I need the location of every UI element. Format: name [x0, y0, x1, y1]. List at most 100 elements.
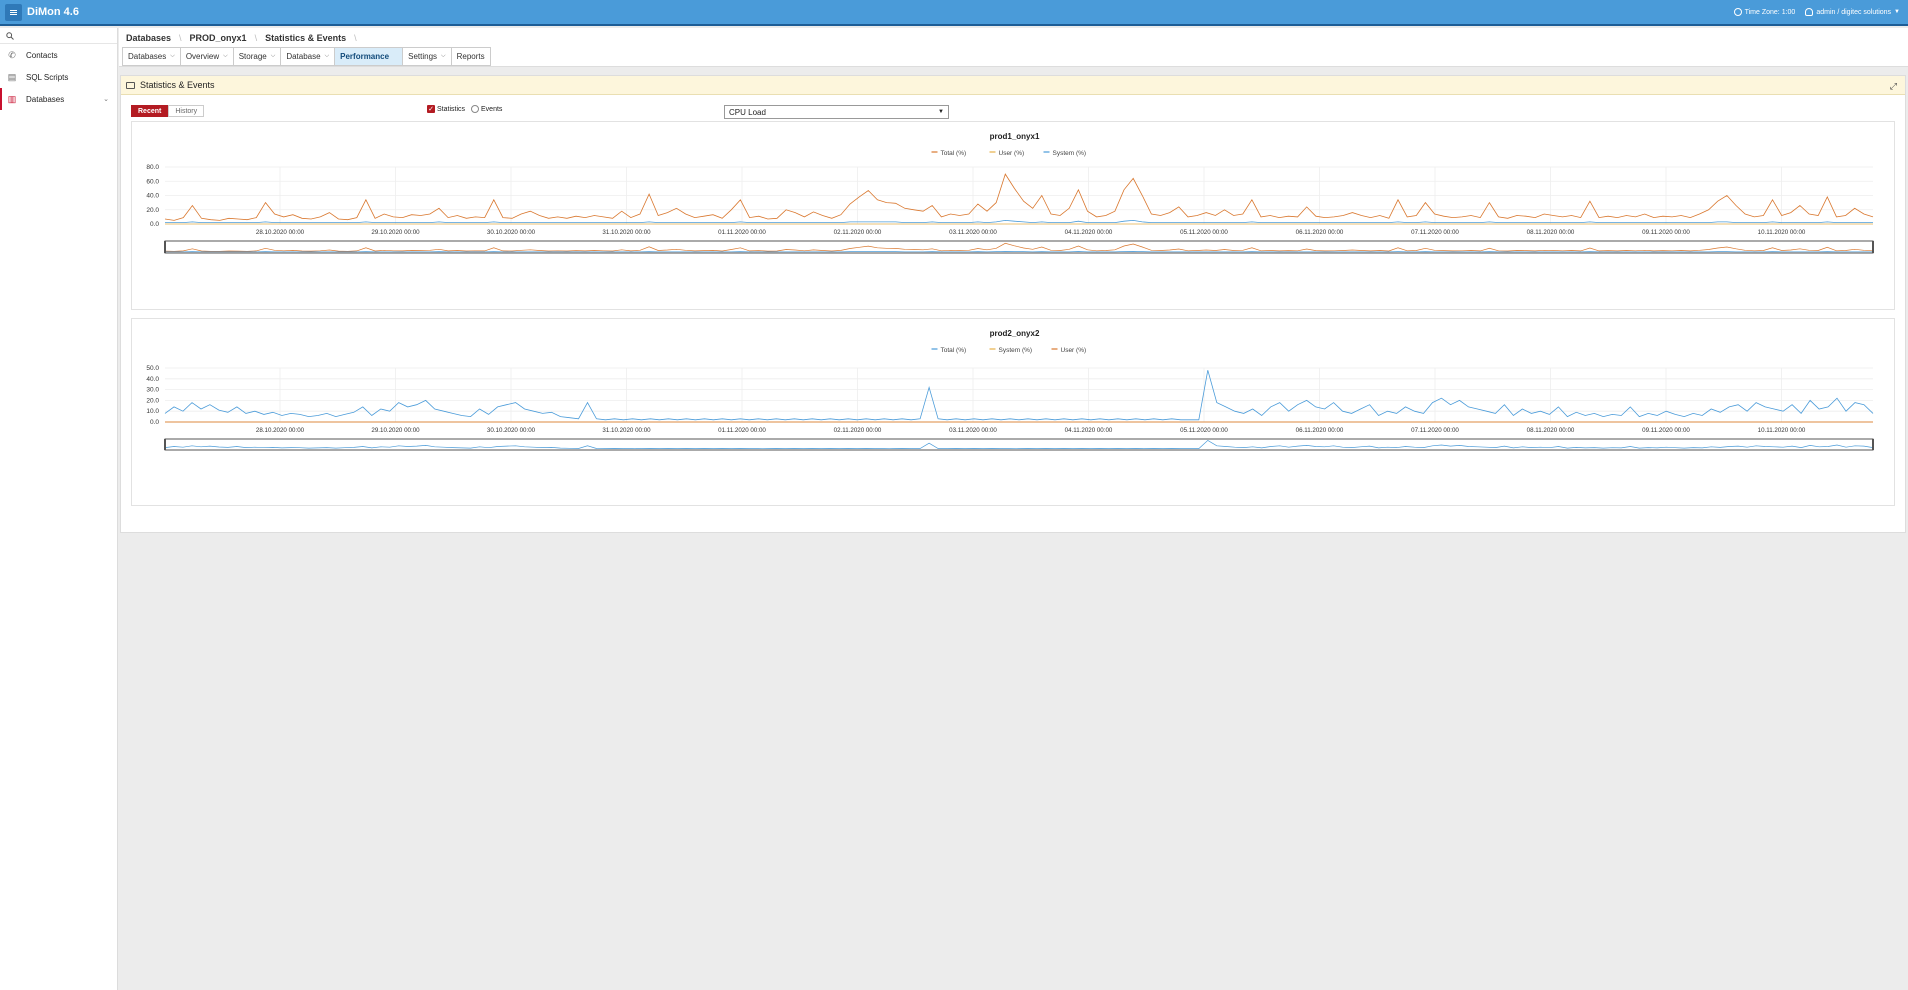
navigator-handle-right	[1872, 439, 1874, 450]
x-tick-label: 05.11.2020 00:00	[1180, 427, 1228, 434]
x-tick-label: 30.10.2020 00:00	[487, 427, 536, 434]
y-tick-label: 40.0	[146, 193, 159, 200]
history-button[interactable]: History	[168, 105, 205, 117]
sidebar-item-label: Contacts	[26, 50, 58, 60]
chevron-down-icon: ⌵	[223, 53, 228, 59]
navigator-handle-left	[164, 439, 166, 450]
expand-icon[interactable]: ⤢	[1889, 81, 1897, 91]
menu-toggle-button[interactable]	[5, 3, 22, 21]
navigator-line	[164, 439, 1874, 449]
breadcrumb-database-name[interactable]: PROD_onyx1	[189, 32, 247, 43]
user-icon	[1805, 8, 1814, 16]
phone-icon: ✆	[8, 49, 16, 60]
x-tick-label: 04.11.2020 00:00	[1065, 229, 1113, 236]
x-tick-label: 08.11.2020 00:00	[1527, 229, 1575, 236]
top-bar: DiMon 4.6 Time Zone: 1:00 admin / digite…	[0, 0, 1908, 26]
breadcrumb-separator: \	[354, 32, 357, 43]
tab-overview[interactable]: Overview ⌵	[179, 47, 233, 66]
x-tick-label: 31.10.2020 00:00	[602, 229, 651, 236]
breadcrumb-current: Statistics & Events	[265, 32, 347, 43]
tab-performance[interactable]: Performance	[334, 47, 403, 66]
x-tick-label: 05.11.2020 00:00	[1180, 229, 1228, 236]
legend-item: User (%)	[1061, 347, 1087, 354]
tab-database[interactable]: Database ⌵	[280, 47, 335, 66]
sidebar-item-sql-scripts[interactable]: ▤ SQL Scripts	[0, 66, 117, 88]
series-line	[165, 219, 1873, 224]
breadcrumb: Databases \ PROD_onyx1 \ Statistics & Ev…	[119, 28, 1908, 47]
tab-label: Storage	[238, 52, 267, 61]
chevron-down-icon: ⌵	[170, 53, 175, 59]
legend-item: Total (%)	[941, 150, 967, 157]
breadcrumb-separator: \	[179, 32, 182, 43]
app-title: DiMon 4.6	[27, 6, 79, 18]
legend-item: System (%)	[1053, 150, 1087, 157]
x-tick-label: 03.11.2020 00:00	[949, 229, 997, 236]
x-tick-label: 01.11.2020 00:00	[718, 427, 766, 434]
chevron-down-icon: ⌵	[270, 53, 276, 59]
x-tick-label: 02.11.2020 00:00	[834, 427, 882, 434]
x-tick-label: 06.11.2020 00:00	[1296, 229, 1344, 236]
breadcrumb-separator: \	[254, 32, 258, 43]
data-type-checkboxes: ✓ Statistics Events	[427, 105, 502, 113]
tab-storage[interactable]: Storage ⌵	[232, 47, 281, 66]
chevron-down-icon: ⌵	[324, 53, 330, 59]
y-tick-label: 0.0	[150, 419, 159, 426]
tab-label: Settings	[408, 52, 438, 61]
statistics-label: Statistics	[437, 105, 466, 113]
timezone-label: Time Zone: 1:00	[1744, 8, 1796, 16]
breadcrumb-databases[interactable]: Databases	[126, 32, 172, 43]
metric-select[interactable]: CPU Load ▼	[724, 105, 949, 119]
x-tick-label: 29.10.2020 00:00	[371, 229, 420, 236]
sidebar-item-label: SQL Scripts	[26, 72, 69, 82]
y-tick-label: 0.0	[150, 221, 159, 228]
series-line	[164, 370, 1874, 421]
x-tick-label: 10.11.2020 00:00	[1758, 229, 1806, 236]
tab-reports[interactable]: Reports	[450, 47, 491, 66]
folder-icon	[126, 81, 135, 89]
x-tick-label: 29.10.2020 00:00	[371, 427, 420, 434]
recent-button[interactable]: Recent	[131, 105, 169, 117]
events-label: Events	[481, 105, 503, 113]
tab-databases[interactable]: Databases ⌵	[122, 47, 180, 66]
x-tick-label: 02.11.2020 00:00	[834, 229, 882, 236]
statistics-panel: Statistics & Events ⤢ Recent History ✓ S…	[120, 75, 1906, 533]
x-tick-label: 09.11.2020 00:00	[1642, 427, 1690, 434]
y-tick-label: 20.0	[146, 397, 159, 404]
user-menu[interactable]: admin / digitec solutions ▼	[1805, 8, 1900, 16]
tab-settings[interactable]: Settings ⌵	[402, 47, 451, 66]
search-input[interactable]	[18, 31, 108, 40]
sidebar-item-contacts[interactable]: ✆ Contacts	[0, 44, 117, 66]
navigator-handle-left	[164, 241, 166, 253]
tab-label: Overview	[185, 52, 220, 61]
search-icon	[6, 31, 14, 40]
x-tick-label: 31.10.2020 00:00	[602, 427, 651, 434]
x-tick-label: 01.11.2020 00:00	[718, 229, 766, 236]
panel-title: Statistics & Events	[140, 80, 215, 90]
timezone-selector[interactable]: Time Zone: 1:00	[1733, 8, 1796, 16]
statistics-checkbox[interactable]: ✓	[427, 105, 435, 113]
sidebar-item-databases[interactable]: ▥ Databases ⌄	[0, 88, 117, 110]
sidebar-item-label: Databases	[26, 94, 65, 104]
events-checkbox[interactable]	[471, 105, 480, 113]
hamburger-icon	[10, 9, 17, 15]
script-icon: ▤	[7, 71, 17, 82]
y-tick-label: 60.0	[146, 178, 159, 185]
x-tick-label: 04.11.2020 00:00	[1065, 427, 1113, 434]
navigator-line	[164, 242, 1874, 252]
chart-title: prod1_onyx1	[990, 132, 1040, 141]
caret-down-icon: ▼	[1894, 9, 1900, 15]
y-tick-label: 40.0	[146, 376, 159, 383]
user-label: admin / digitec solutions	[1816, 8, 1892, 16]
database-icon: ▥	[7, 93, 17, 104]
y-tick-label: 10.0	[146, 408, 159, 415]
tab-bar: Databases ⌵ Overview ⌵ Storage ⌵ Database ⌵ …	[119, 47, 1908, 67]
chevron-down-icon: ⌄	[103, 96, 109, 103]
main-content: Databases \ PROD_onyx1 \ Statistics & Ev…	[119, 28, 1908, 533]
tab-label: Reports	[456, 52, 485, 61]
chart-prod1-onyx1: prod1_onyx1 Total (%) User (%) System (%) 80…	[131, 121, 1895, 310]
caret-down-icon: ▼	[938, 109, 944, 115]
x-tick-label: 07.11.2020 00:00	[1411, 229, 1459, 236]
chart-svg: prod1_onyx1 Total (%) User (%) System (%) 80…	[146, 132, 1874, 254]
series-line	[164, 173, 1874, 221]
x-tick-label: 30.10.2020 00:00	[487, 229, 536, 236]
